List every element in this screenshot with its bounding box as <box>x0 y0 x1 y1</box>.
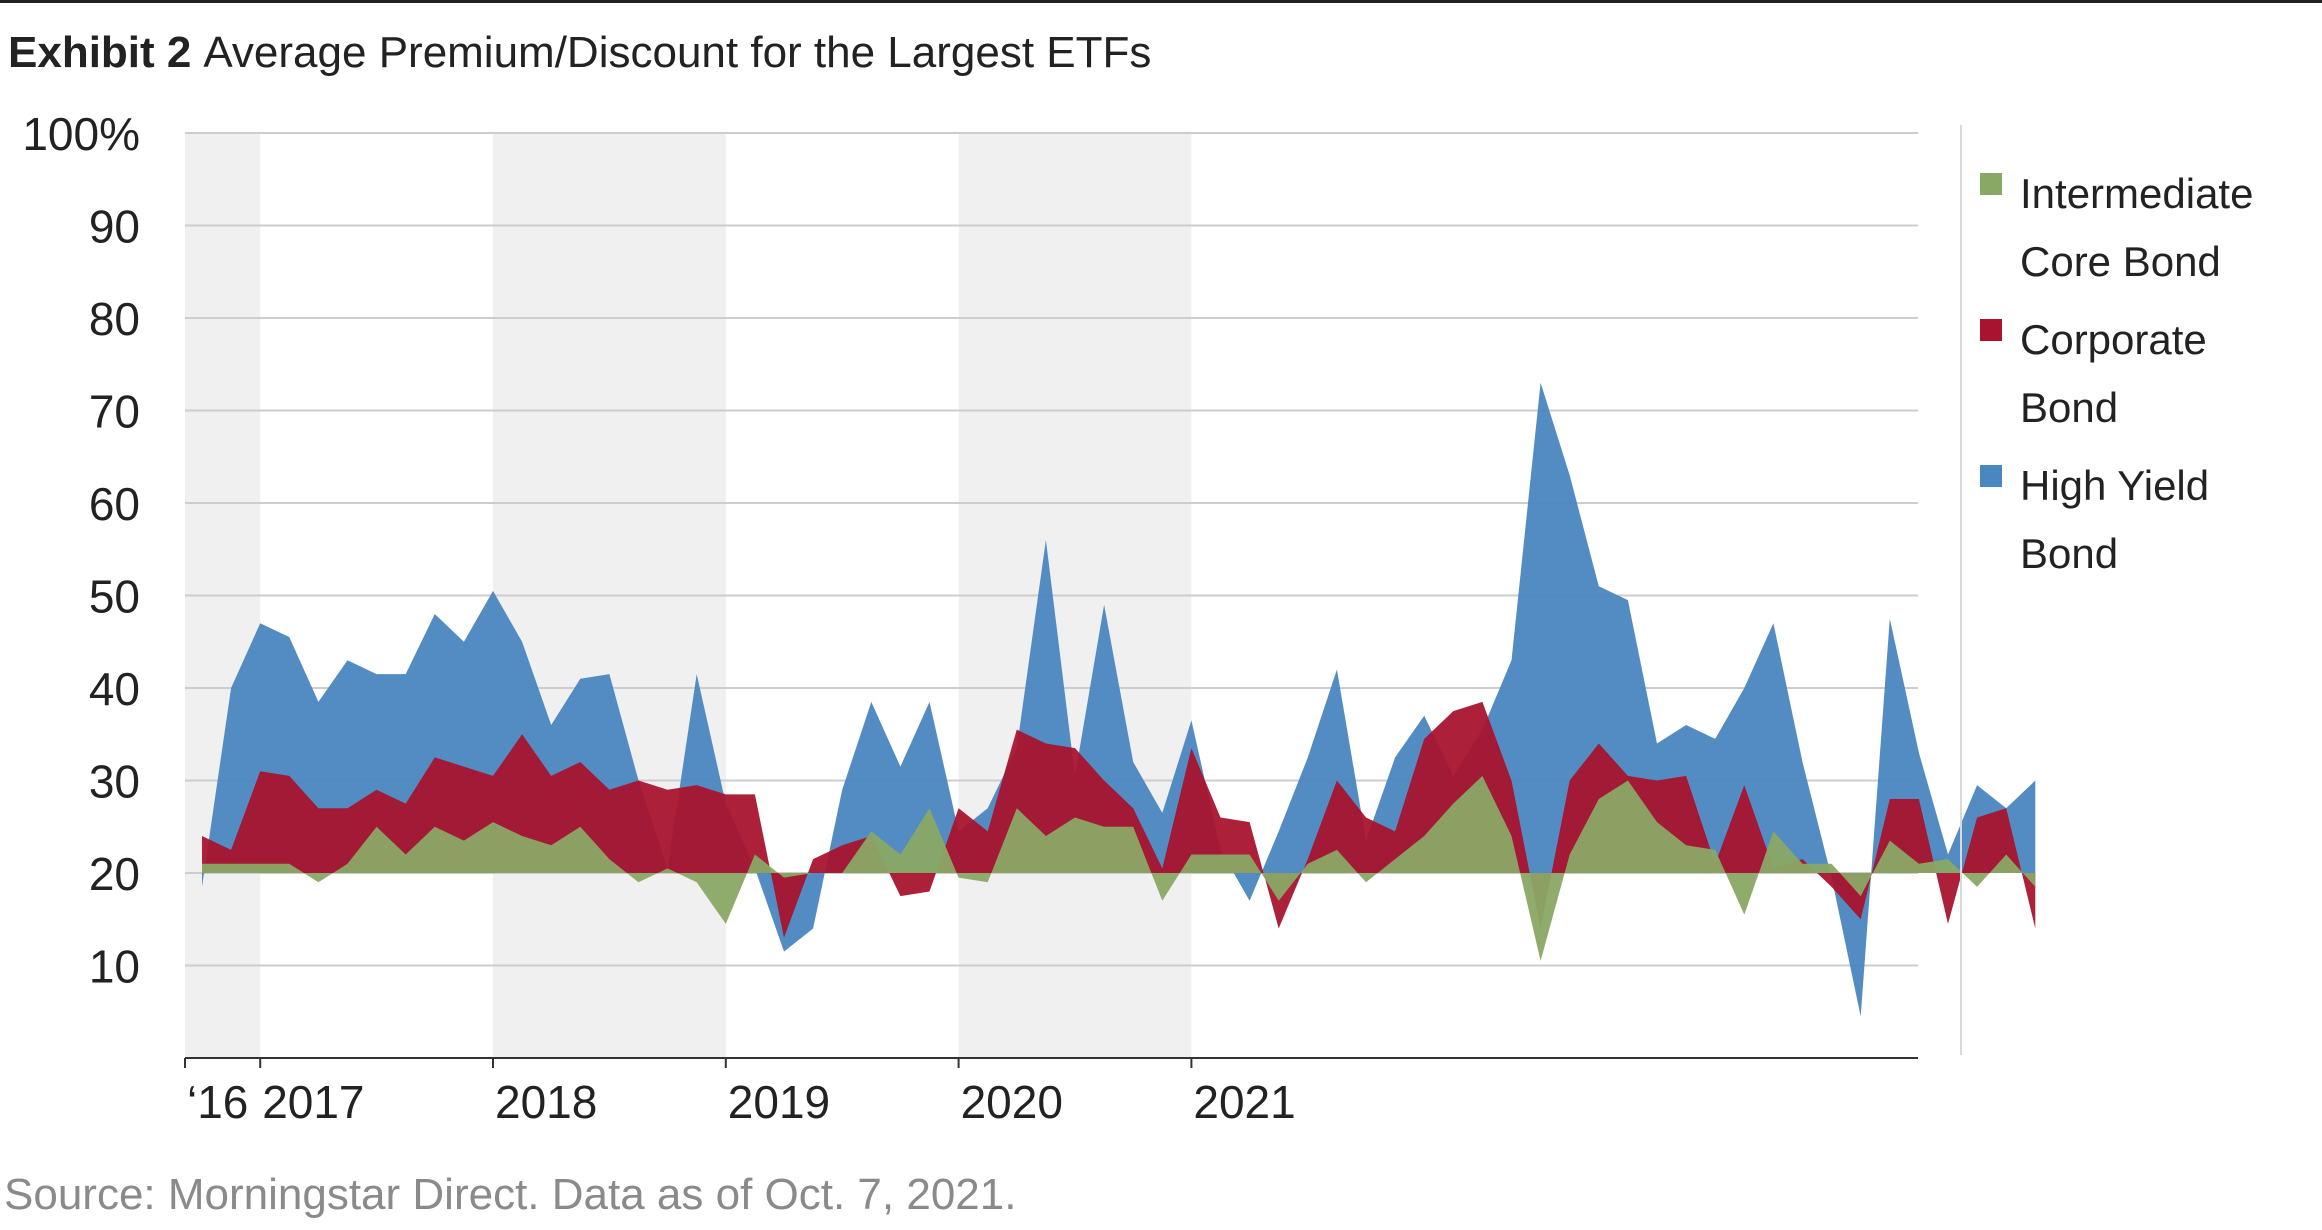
legend: Intermediate Core Bond Corporate Bond Hi… <box>1980 160 2320 598</box>
x-tick-label: 2019 <box>728 1076 830 1128</box>
chart-title-text: Average Premium/Discount for the Largest… <box>203 28 1152 77</box>
series-area-corporate-bond <box>202 701 2036 938</box>
exhibit-label: Exhibit 2 <box>8 28 192 77</box>
legend-label: Intermediate Core Bond <box>2020 170 2254 285</box>
legend-swatch-corporate-bond <box>1980 319 2002 341</box>
source-note: Source: Morningstar Direct. Data as of O… <box>4 1170 1017 1219</box>
x-tick-label: 2021 <box>1193 1076 1295 1128</box>
x-tick-label: ‘16 <box>187 1076 248 1128</box>
legend-item-intermediate-core-bond: Intermediate Core Bond <box>1980 160 2320 296</box>
y-tick-label-80: 80 <box>89 293 140 345</box>
y-tick-label-30: 30 <box>89 756 140 808</box>
legend-label: Corporate Bond <box>2020 316 2207 431</box>
legend-separator <box>1960 125 1962 1055</box>
y-tick-label-10: 10 <box>89 941 140 993</box>
legend-swatch-intermediate-core-bond <box>1980 173 2002 195</box>
y-tick-label-70: 70 <box>89 386 140 438</box>
y-tick-label-40: 40 <box>89 663 140 715</box>
legend-item-corporate-bond: Corporate Bond <box>1980 306 2320 442</box>
series-area-intermediate-core-bond <box>202 775 2036 961</box>
legend-swatch-high-yield-bond <box>1980 465 2002 487</box>
legend-item-high-yield-bond: High Yield Bond <box>1980 452 2320 588</box>
y-tick-label-50: 50 <box>89 571 140 623</box>
x-tick-label: 2020 <box>961 1076 1063 1128</box>
y-tick-label-90: 90 <box>89 201 140 253</box>
legend-label: High Yield Bond <box>2020 462 2210 577</box>
top-rule <box>0 0 2322 3</box>
chart-title: Exhibit 2 Average Premium/Discount for th… <box>8 28 1151 78</box>
x-tick-label: 2017 <box>262 1076 364 1128</box>
y-tick-label-60: 60 <box>89 478 140 530</box>
y-tick-label-20: 20 <box>89 848 140 900</box>
x-tick-label: 2018 <box>495 1076 597 1128</box>
y-tick-label-100: 100% <box>22 108 140 160</box>
